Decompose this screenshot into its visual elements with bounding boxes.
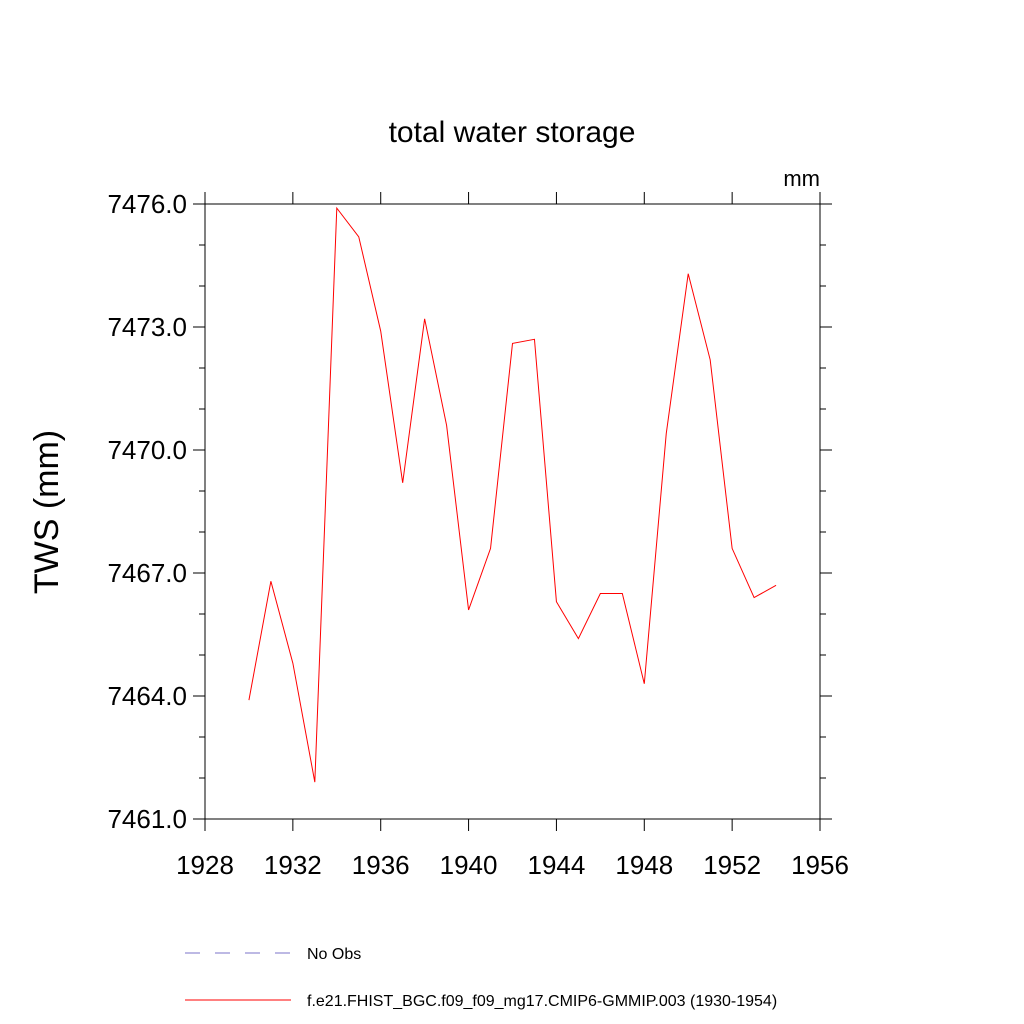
x-tick-label: 1932	[264, 850, 322, 880]
x-tick-label: 1936	[352, 850, 410, 880]
x-tick-label: 1940	[440, 850, 498, 880]
chart-title: total water storage	[389, 116, 636, 149]
y-tick-label: 7470.0	[107, 435, 187, 465]
plot-frame	[204, 203, 821, 820]
x-axis: 1928 1932 1936 1940 1944 1948 1952 1956	[176, 192, 849, 880]
series-layer	[248, 206, 777, 783]
legend: No Obs f.e21.FHIST_BGC.f09_f09_mg17.CMIP…	[185, 946, 777, 1010]
x-tick-label: 1944	[528, 850, 586, 880]
legend-label-model: f.e21.FHIST_BGC.f09_f09_mg17.CMIP6-GMMIP…	[307, 993, 777, 1010]
units-label: mm	[783, 166, 820, 191]
y-tick-label: 7464.0	[107, 681, 187, 711]
x-tick-label: 1928	[176, 850, 234, 880]
series-line	[248, 206, 777, 783]
y-axis-label: TWS (mm)	[28, 430, 66, 594]
y-tick-label: 7476.0	[107, 189, 187, 219]
legend-label-no-obs: No Obs	[307, 946, 361, 963]
y-tick-label: 7467.0	[107, 558, 187, 588]
y-axis: 7461.0 7464.0 7467.0 7470.0 7473.0 7476.0	[107, 189, 832, 834]
x-tick-label: 1956	[791, 850, 849, 880]
y-tick-label: 7461.0	[107, 804, 187, 834]
y-tick-label: 7473.0	[107, 312, 187, 342]
x-tick-label: 1952	[703, 850, 761, 880]
x-tick-label: 1948	[615, 850, 673, 880]
